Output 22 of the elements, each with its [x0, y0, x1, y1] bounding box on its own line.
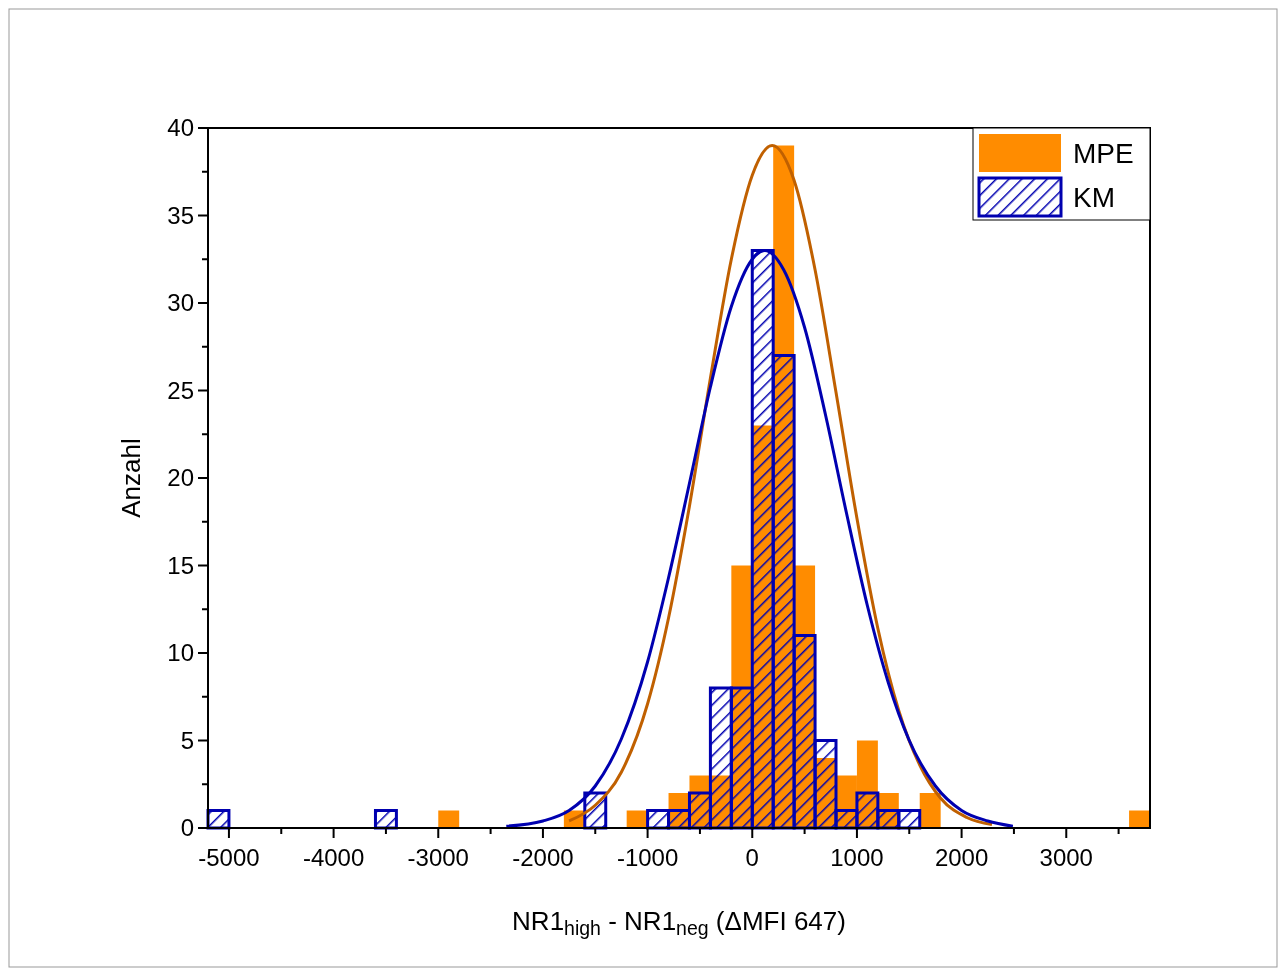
y-tick-label: 25 [167, 376, 194, 404]
x-tick-label: 3000 [1039, 844, 1093, 871]
x-axis-title: NR1$_{high}$ - NR1$_{neg}$ (ΔMFI 647) [512, 906, 846, 939]
x-tick-label: -2000 [512, 844, 574, 871]
legend-label: MPE [1073, 138, 1134, 169]
y-tick-label: 20 [167, 464, 194, 491]
legend-label: KM [1073, 182, 1115, 213]
y-axis-title: Anzahl [116, 438, 146, 518]
y-tick-label: 0 [180, 814, 194, 841]
y-tick-label: 40 [167, 114, 194, 141]
x-tick-label: 2000 [934, 844, 989, 871]
x-tick-label: 1000 [830, 844, 884, 871]
x-tick-label: -1000 [616, 844, 679, 871]
x-tick-label: -3000 [407, 844, 469, 871]
y-tick-label: 15 [167, 551, 194, 579]
y-tick-label: 30 [167, 289, 194, 316]
y-tick-label: 5 [180, 726, 194, 754]
y-tick-label: 35 [167, 201, 194, 229]
y-tick-label: 10 [167, 639, 194, 666]
x-tick-label: -4000 [302, 844, 365, 871]
x-tick-label: -5000 [198, 844, 260, 871]
x-tick-label: 0 [745, 844, 759, 871]
